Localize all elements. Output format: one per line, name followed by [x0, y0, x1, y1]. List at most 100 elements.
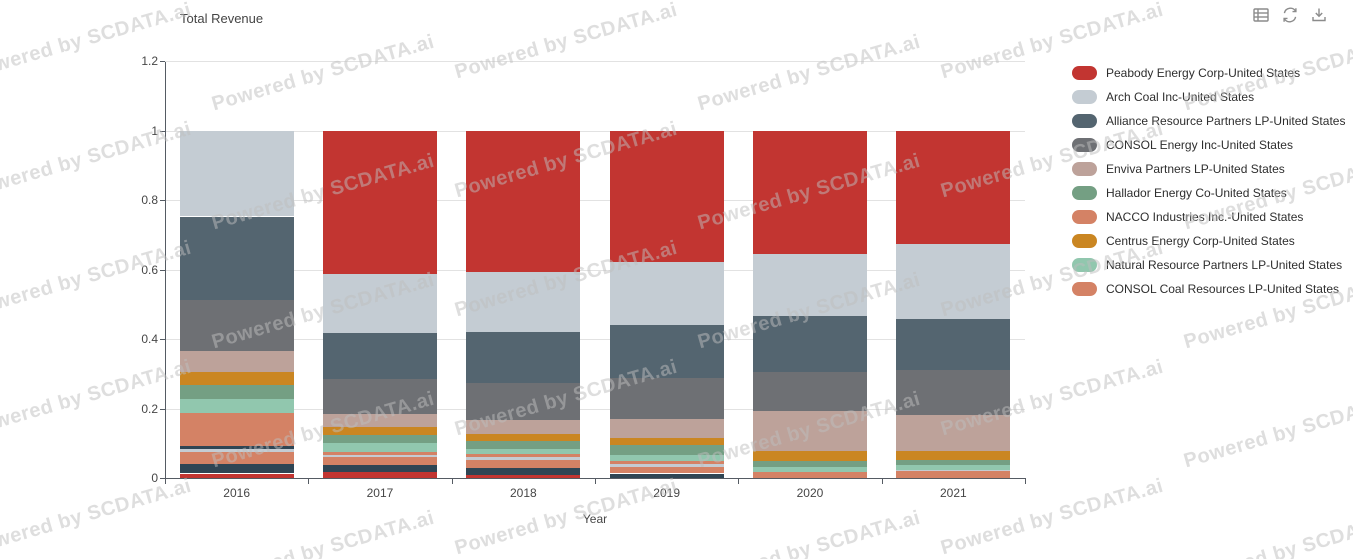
bar-segment[interactable]	[896, 460, 1011, 466]
bar-segment[interactable]	[466, 448, 581, 454]
bar-segment[interactable]	[609, 464, 724, 467]
x-tick-label: 2021	[939, 486, 967, 500]
bar-segment[interactable]	[609, 445, 724, 456]
y-tick-label: 1	[151, 123, 158, 138]
bar-segment[interactable]	[466, 272, 581, 332]
bar-segment[interactable]	[466, 459, 581, 468]
bar-segment[interactable]	[322, 333, 437, 379]
bar-segment[interactable]	[322, 472, 437, 478]
bar-segment[interactable]	[466, 420, 581, 434]
y-tick-label: 0.4	[141, 332, 158, 347]
bar-segment[interactable]	[466, 467, 581, 476]
bar-segment[interactable]	[609, 130, 724, 262]
bar-segment[interactable]	[896, 130, 1011, 245]
bar-segment[interactable]	[322, 130, 437, 274]
bar-segment[interactable]	[896, 451, 1011, 461]
legend-item[interactable]: CONSOL Coal Resources LP-United States	[1072, 280, 1339, 298]
bar-segment[interactable]	[609, 378, 724, 419]
bar-segment[interactable]	[179, 449, 294, 452]
bar-segment[interactable]	[466, 441, 581, 449]
legend-item[interactable]: CONSOL Energy Inc-United States	[1072, 136, 1293, 154]
bar-segment[interactable]	[322, 413, 437, 427]
bar-segment[interactable]	[322, 426, 437, 435]
x-tick-label: 2020	[796, 486, 824, 500]
bar-segment[interactable]	[179, 371, 294, 385]
bar-segment[interactable]	[322, 442, 437, 452]
legend-item-label: Alliance Resource Partners LP-United Sta…	[1106, 114, 1346, 128]
bar-segment[interactable]	[752, 450, 867, 462]
bar-segment[interactable]	[179, 451, 294, 465]
bar-segment[interactable]	[466, 475, 581, 478]
bar-segment[interactable]	[322, 455, 437, 458]
legend-item[interactable]: Peabody Energy Corp-United States	[1072, 64, 1300, 82]
bar-segment[interactable]	[752, 316, 867, 373]
bar-segment[interactable]	[896, 471, 1011, 478]
legend-item[interactable]: NACCO Industries Inc.-United States	[1072, 208, 1303, 226]
bar-segment[interactable]	[752, 372, 867, 412]
bar-segment[interactable]	[609, 419, 724, 439]
bar-segment[interactable]	[322, 457, 437, 466]
legend-swatch-icon	[1072, 66, 1097, 80]
bar-segment[interactable]	[609, 461, 724, 465]
toolbar	[1252, 6, 1328, 24]
bar-segment[interactable]	[896, 414, 1011, 452]
bar-segment[interactable]	[896, 465, 1011, 470]
bar-segment[interactable]	[896, 318, 1011, 371]
bar-segment[interactable]	[466, 130, 581, 273]
bar-segment[interactable]	[322, 465, 437, 472]
chart-title: Total Revenue	[180, 11, 264, 26]
bar-segment[interactable]	[752, 472, 867, 478]
legend-item[interactable]: Hallador Energy Co-United States	[1072, 184, 1287, 202]
bar-segment[interactable]	[609, 262, 724, 325]
bar-segment[interactable]	[179, 384, 294, 400]
bar-segment[interactable]	[609, 455, 724, 461]
bar-segment[interactable]	[322, 379, 437, 414]
bar-segment[interactable]	[179, 473, 294, 478]
bar-segment[interactable]	[609, 324, 724, 379]
legend-swatch-icon	[1072, 282, 1097, 296]
x-axis-tick	[451, 478, 453, 484]
bar-segment[interactable]	[179, 130, 294, 217]
bar-segment[interactable]	[322, 434, 437, 443]
y-tick-label: 0.2	[141, 401, 158, 416]
bar-segment[interactable]	[896, 244, 1011, 319]
bar-segment[interactable]	[609, 473, 724, 478]
download-icon[interactable]	[1310, 6, 1328, 24]
bar-segment[interactable]	[179, 216, 294, 300]
bar-segment[interactable]	[752, 467, 867, 473]
bar-segment[interactable]	[466, 331, 581, 383]
legend-item[interactable]: Alliance Resource Partners LP-United Sta…	[1072, 112, 1345, 130]
data-view-icon[interactable]	[1252, 6, 1270, 24]
x-axis-tick	[881, 478, 883, 484]
bar-segment[interactable]	[179, 299, 294, 351]
bar-segment[interactable]	[609, 438, 724, 445]
bar-segment[interactable]	[896, 370, 1011, 415]
legend-item[interactable]: Arch Coal Inc-United States	[1072, 88, 1254, 106]
bar-segment[interactable]	[466, 382, 581, 420]
bar-segment[interactable]	[322, 273, 437, 334]
legend-item[interactable]: Centrus Energy Corp-United States	[1072, 232, 1295, 250]
bar-segment[interactable]	[322, 452, 437, 456]
bar-segment[interactable]	[179, 350, 294, 372]
watermark-text: Powered by SCDATA.ai	[695, 30, 923, 116]
x-tick-label: 2019	[653, 486, 680, 500]
legend-item[interactable]: Enviva Partners LP-United States	[1072, 160, 1285, 178]
bar-segment[interactable]	[179, 464, 294, 474]
y-axis-tick	[160, 408, 165, 410]
legend-swatch-icon	[1072, 210, 1097, 224]
bar-segment[interactable]	[752, 253, 867, 317]
gridline	[165, 269, 1025, 271]
bar-segment[interactable]	[466, 453, 581, 458]
bar-segment[interactable]	[179, 412, 294, 446]
bar-segment[interactable]	[179, 399, 294, 413]
bar-segment[interactable]	[466, 457, 581, 460]
legend-item[interactable]: Natural Resource Partners LP-United Stat…	[1072, 256, 1342, 274]
bar-segment[interactable]	[896, 470, 1011, 472]
bar-segment[interactable]	[752, 461, 867, 468]
bar-segment[interactable]	[179, 445, 294, 450]
bar-segment[interactable]	[466, 433, 581, 442]
refresh-icon[interactable]	[1281, 6, 1299, 24]
bar-segment[interactable]	[752, 411, 867, 451]
bar-segment[interactable]	[752, 130, 867, 254]
bar-segment[interactable]	[609, 466, 724, 474]
